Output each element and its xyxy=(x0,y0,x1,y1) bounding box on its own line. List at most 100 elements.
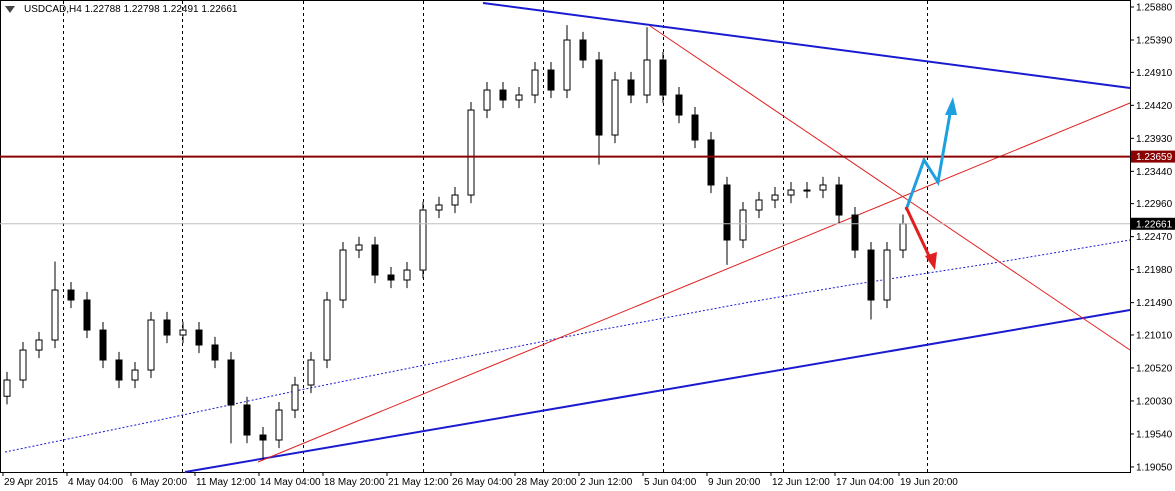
candle-body xyxy=(355,244,363,251)
level-label: 1.23659 xyxy=(1136,152,1173,163)
last-price-label: 1.22661 xyxy=(1136,219,1173,230)
x-tick-label: 11 May 12:00 xyxy=(196,477,256,488)
forecast-arrows xyxy=(904,97,957,270)
candle-body xyxy=(627,79,635,96)
trend-line xyxy=(257,102,1131,463)
candle-body xyxy=(675,94,683,116)
y-tick-label: 1.21980 xyxy=(1136,265,1173,276)
candle-body xyxy=(3,379,11,397)
candle-body xyxy=(211,344,219,361)
candle-body xyxy=(227,359,235,406)
candle-body xyxy=(899,223,907,251)
x-tick-label: 4 May 04:00 xyxy=(68,477,123,488)
x-tick-label: 12 Jun 12:00 xyxy=(772,477,830,488)
trend-line xyxy=(482,2,1131,89)
candle-body xyxy=(419,209,427,271)
x-tick-label: 26 May 04:00 xyxy=(452,477,513,488)
candle-body xyxy=(819,184,827,191)
level-box xyxy=(1131,150,1175,163)
y-tick-label: 1.24420 xyxy=(1136,101,1173,112)
y-tick-label: 1.21010 xyxy=(1136,330,1173,341)
candle-body xyxy=(131,369,139,381)
candle-body xyxy=(115,359,123,381)
y-tick-label: 1.21490 xyxy=(1136,298,1173,309)
y-tick-label: 1.23930 xyxy=(1136,134,1173,145)
y-tick-label: 1.22960 xyxy=(1136,199,1173,210)
candle-body xyxy=(83,299,91,331)
candle-body xyxy=(179,329,187,336)
candle-body xyxy=(883,249,891,301)
candle-body xyxy=(547,69,555,91)
candle-body xyxy=(595,59,603,136)
candle-body xyxy=(163,319,171,336)
candle-body xyxy=(611,79,619,136)
candle-body xyxy=(579,39,587,61)
x-tick-label: 14 May 04:00 xyxy=(260,477,321,488)
x-tick-label: 17 Jun 04:00 xyxy=(836,477,894,488)
candle-body xyxy=(707,139,715,186)
candle-body xyxy=(243,404,251,436)
title-icon xyxy=(5,6,15,13)
candle-body xyxy=(771,194,779,201)
y-tick-label: 1.20030 xyxy=(1136,396,1173,407)
x-tick-label: 9 Jun 20:00 xyxy=(708,477,761,488)
x-tick-label: 2 Jun 12:00 xyxy=(580,477,633,488)
candle-body xyxy=(35,339,43,351)
candle-body xyxy=(195,329,203,346)
candle-body xyxy=(659,59,667,96)
candle-body xyxy=(387,274,395,281)
candle-body xyxy=(499,89,507,101)
marks xyxy=(0,25,1130,460)
candle-body xyxy=(723,184,731,241)
y-tick-label: 1.25880 xyxy=(1136,3,1173,14)
candle-body xyxy=(835,184,843,216)
candle-body xyxy=(371,244,379,276)
candle-body xyxy=(451,194,459,206)
x-tick-label: 18 May 20:00 xyxy=(324,477,385,488)
last-price-box xyxy=(1131,217,1175,230)
y-tick-label: 1.19540 xyxy=(1136,429,1173,440)
candle-body xyxy=(787,189,795,196)
candle-body xyxy=(275,409,283,441)
x-tick-label: 21 May 12:00 xyxy=(388,477,449,488)
x-tick-label: 5 Jun 04:00 xyxy=(644,477,697,488)
period-separators xyxy=(63,1,928,472)
candle-body xyxy=(435,204,443,211)
candle-body xyxy=(563,39,571,91)
candle-body xyxy=(403,269,411,281)
candle-body xyxy=(755,199,763,211)
trend-line xyxy=(649,25,1131,351)
candle-body xyxy=(323,299,331,361)
y-tick-label: 1.20520 xyxy=(1136,363,1173,374)
x-tick-label: 6 May 20:00 xyxy=(132,477,187,488)
trend-line xyxy=(184,309,1131,473)
candle-body xyxy=(307,359,315,386)
chart-title: USDCAD,H4 1.22788 1.22798 1.22491 1.2266… xyxy=(24,4,238,15)
x-tick-label: 28 May 20:00 xyxy=(516,477,577,488)
y-tick-label: 1.19050 xyxy=(1136,462,1173,473)
candle-body xyxy=(51,289,59,341)
candle-body xyxy=(851,214,859,251)
candle-body xyxy=(467,109,475,196)
candle-body xyxy=(643,59,651,96)
y-tick-label: 1.23440 xyxy=(1136,167,1173,178)
candle-body xyxy=(259,434,267,441)
candle-body xyxy=(19,349,27,381)
candle-body xyxy=(691,114,699,141)
candle-body xyxy=(99,329,107,361)
x-tick-label: 29 Apr 2015 xyxy=(4,477,58,488)
candle-body xyxy=(483,89,491,111)
candle-body xyxy=(803,189,811,192)
candle-body xyxy=(531,69,539,96)
candle-body xyxy=(147,319,155,371)
y-tick-label: 1.25390 xyxy=(1136,36,1173,47)
candle-body xyxy=(67,289,75,301)
candle-body xyxy=(739,209,747,241)
candle-body xyxy=(867,249,875,301)
y-tick-label: 1.22470 xyxy=(1136,232,1173,243)
y-tick-label: 1.24910 xyxy=(1136,68,1173,79)
candle-body xyxy=(339,249,347,301)
candle-body xyxy=(291,384,299,411)
candle-body xyxy=(515,94,523,101)
